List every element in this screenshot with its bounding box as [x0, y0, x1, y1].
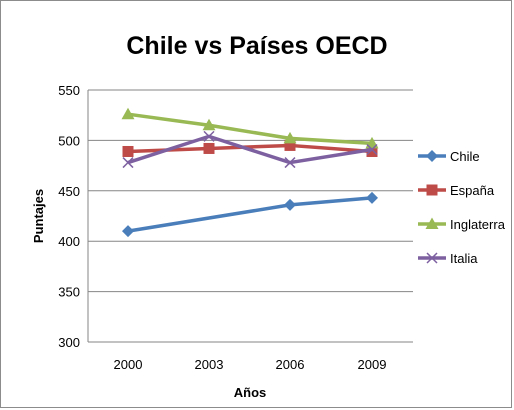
point-inglaterra-2003: [202, 118, 216, 131]
legend: Chile España Inglaterra Italia: [418, 149, 506, 266]
x-tick-label-2000: 2000: [114, 357, 143, 372]
x-tick-label-2003: 2003: [195, 357, 224, 372]
legend-marker-espa-a: [426, 184, 438, 196]
point-italia-2006: [284, 157, 296, 169]
y-tick-label-400: 400: [58, 234, 80, 249]
y-tick-label-500: 500: [58, 133, 80, 148]
x-tick-label-2009: 2009: [358, 357, 387, 372]
series-line-italia: [127, 134, 373, 165]
point-italia-2000: [122, 157, 134, 169]
point-italia-2003: [203, 130, 215, 142]
point-chile-2000: [122, 225, 134, 238]
legend-marker-chile: [426, 150, 438, 162]
y-tick-label-300: 300: [58, 335, 80, 350]
series-line-inglaterra: [127, 112, 373, 146]
y-axis-title: Puntajes: [31, 189, 46, 243]
series-lines: [121, 107, 379, 238]
series-line-chile: [127, 196, 373, 233]
point-inglaterra-2000: [121, 107, 135, 120]
y-tick-label-350: 350: [58, 285, 80, 300]
legend-label-espa-a: España: [450, 183, 495, 198]
chart-title: Chile vs Países OECD: [126, 32, 387, 60]
y-tick-label-550: 550: [58, 83, 80, 98]
legend-label-italia: Italia: [450, 251, 478, 266]
point-espa-a-2009: [366, 145, 378, 157]
x-axis-title: Años: [234, 385, 267, 400]
legend-label-inglaterra: Inglaterra: [450, 217, 506, 232]
point-espa-a-2006: [284, 139, 296, 151]
legend-marker-italia: [426, 252, 438, 264]
legend-marker-inglaterra: [425, 217, 439, 229]
point-espa-a-2003: [203, 142, 215, 154]
point-inglaterra-2006: [283, 131, 297, 144]
point-chile-2009: [366, 191, 378, 204]
point-italia-2009: [366, 143, 378, 156]
point-espa-a-2000: [122, 145, 134, 157]
legend-label-chile: Chile: [450, 149, 480, 164]
y-tick-label-450: 450: [58, 184, 80, 199]
point-chile-2006: [284, 198, 296, 211]
gridlines: [88, 89, 413, 343]
x-tick-label-2006: 2006: [276, 357, 305, 372]
axes: 300 350 400 450 500 550 2000 2003 2006 2009: [58, 83, 386, 372]
